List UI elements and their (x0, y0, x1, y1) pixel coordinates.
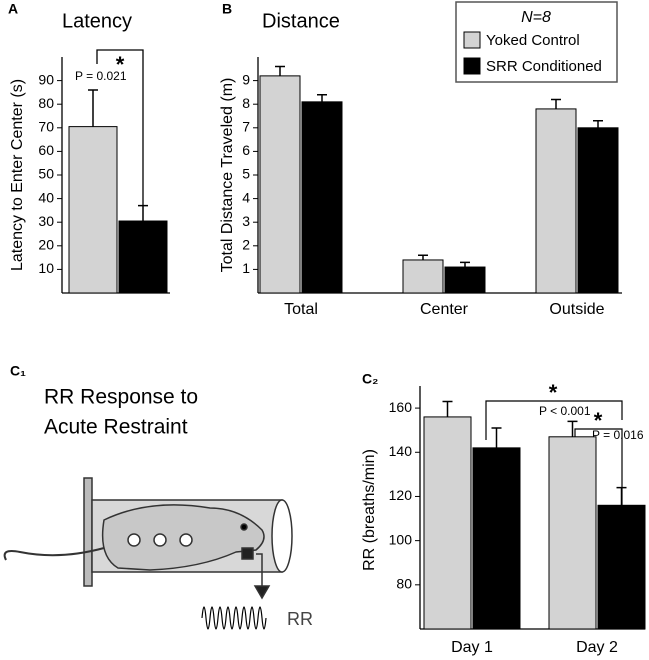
error-bar (593, 119, 603, 128)
y-tick-label: 3 (242, 213, 250, 229)
y-tick-label: 4 (242, 189, 250, 205)
y-tick-label: 2 (242, 237, 250, 253)
legend-box (455, 1, 618, 83)
bar (402, 259, 444, 294)
y-tick-label: 20 (38, 237, 54, 253)
error-bar (460, 261, 470, 268)
legend-title: N=8 (521, 9, 551, 26)
x-tick-label: Center (420, 301, 469, 318)
annotation: * (594, 408, 603, 433)
panel-label: C₁ (10, 363, 26, 379)
y-tick-label: 90 (38, 71, 54, 87)
y-tick-label: 80 (38, 95, 54, 111)
y-tick-label: 8 (242, 95, 250, 111)
legend-label: SRR Conditioned (486, 58, 602, 75)
bar (444, 266, 486, 294)
y-tick-label: 5 (242, 166, 250, 182)
bar (597, 504, 646, 630)
y-tick-label: 100 (389, 531, 413, 547)
significance-bracket (485, 400, 623, 440)
bar (259, 75, 301, 294)
y-tick-label: 140 (389, 443, 413, 459)
y-axis-label: RR (breaths/min) (361, 449, 378, 571)
bar (548, 436, 597, 630)
bar (301, 101, 343, 294)
legend-swatch (463, 31, 481, 49)
error-bar (491, 427, 502, 448)
annotation: * (549, 380, 558, 405)
error-bar (442, 400, 453, 417)
y-tick-label: 6 (242, 142, 250, 158)
legend-label: Yoked Control (486, 32, 580, 49)
signal-label: RR (287, 609, 313, 629)
y-tick-label: 10 (38, 260, 54, 276)
panel-label: A (8, 1, 18, 17)
error-bar (317, 94, 327, 102)
bar (472, 447, 521, 630)
y-tick-label: 40 (38, 189, 54, 205)
error-bar (567, 420, 578, 437)
bar (68, 126, 118, 294)
panel-label: C₂ (362, 371, 378, 387)
y-axis-label: Latency to Enter Center (s) (9, 79, 26, 271)
restraint-illustration (3, 477, 293, 630)
y-tick-label: 1 (242, 260, 250, 276)
annotation: P = 0.021 (75, 69, 127, 83)
annotation: P < 0.001 (539, 404, 591, 418)
significance-bracket (96, 49, 144, 205)
chart-title: Distance (262, 10, 340, 32)
legend-swatch (463, 57, 481, 75)
y-axis-label: Total Distance Traveled (m) (219, 78, 236, 273)
y-tick-label: 7 (242, 119, 250, 135)
x-tick-label: Day 1 (451, 639, 493, 656)
x-tick-label: Day 2 (576, 639, 618, 656)
error-bar (418, 254, 428, 260)
error-bar (275, 65, 285, 76)
panel-label: B (222, 1, 232, 17)
y-tick-label: 80 (396, 576, 412, 592)
y-tick-label: 9 (242, 71, 250, 87)
x-tick-label: Outside (549, 301, 604, 318)
error-bar (551, 98, 561, 109)
bar (577, 127, 619, 294)
bar (535, 108, 577, 294)
error-bar (138, 204, 148, 222)
chart-title: Latency (62, 10, 132, 32)
error-bar (88, 89, 98, 127)
x-tick-label: Total (284, 301, 318, 318)
y-tick-label: 60 (38, 142, 54, 158)
diagram-title: Acute Restraint (44, 416, 188, 439)
y-tick-label: 30 (38, 213, 54, 229)
y-tick-label: 50 (38, 166, 54, 182)
bar (118, 220, 168, 294)
error-bar (616, 486, 627, 506)
bar (423, 416, 472, 630)
diagram-title: RR Response to (44, 386, 198, 409)
y-tick-label: 160 (389, 399, 413, 415)
annotation: * (116, 52, 125, 77)
y-tick-label: 120 (389, 487, 413, 503)
y-tick-label: 70 (38, 119, 54, 135)
annotation: P = 0.016 (592, 428, 644, 442)
